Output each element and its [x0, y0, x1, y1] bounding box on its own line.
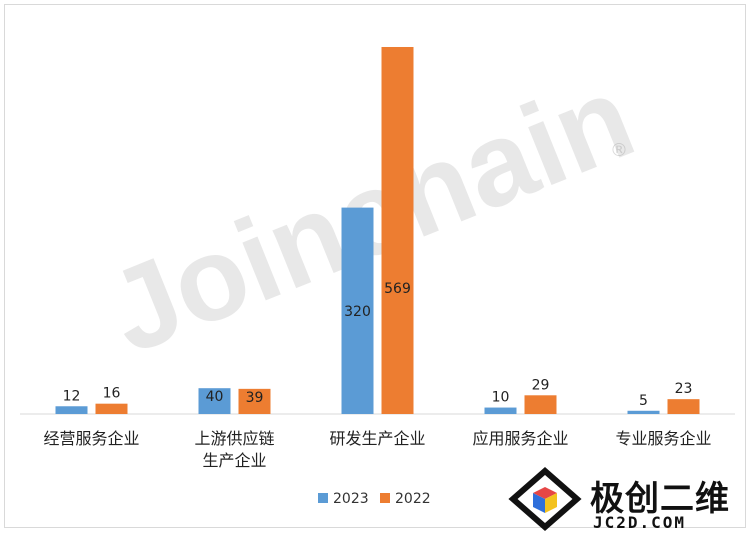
data-label-2022-4: 23 — [675, 381, 693, 397]
data-label-2022-1: 39 — [246, 390, 264, 406]
data-label-2023-3: 10 — [492, 390, 510, 406]
legend-swatch-2023 — [318, 493, 328, 503]
x-tick-label-3: 应用服务企业 — [472, 429, 568, 448]
cube-logo-icon — [508, 467, 582, 531]
bar-2023-2 — [341, 207, 374, 414]
x-tick-label-1-line1: 生产企业 — [202, 451, 266, 470]
x-tick-label-1-line0: 上游供应链 — [194, 429, 274, 448]
legend-swatch-2022 — [380, 493, 390, 503]
brand-watermark: 极创二维 JC2D.COM — [505, 463, 750, 533]
data-label-2022-0: 16 — [103, 386, 121, 402]
legend-label-2023: 2023 — [333, 491, 369, 507]
data-label-2022-2: 569 — [384, 281, 411, 297]
bar-2022-0 — [95, 403, 128, 414]
bar-2023-3 — [484, 407, 517, 414]
chart-frame — [4, 4, 746, 528]
legend-label-2022: 2022 — [395, 491, 431, 507]
data-label-2023-4: 5 — [639, 393, 648, 409]
x-tick-label-0: 经营服务企业 — [43, 429, 139, 448]
brand-name: 极创二维 — [590, 479, 730, 519]
bar-2023-1 — [198, 388, 231, 414]
x-tick-label-2: 研发生产企业 — [329, 429, 425, 448]
bar-2023-0 — [55, 406, 88, 414]
bar-2022-4 — [667, 399, 700, 414]
bar-2023-4 — [627, 410, 660, 414]
data-label-2023-2: 320 — [344, 304, 371, 320]
x-tick-label-4: 专业服务企业 — [615, 429, 711, 448]
bar-2022-2 — [381, 46, 414, 415]
bar-2022-3 — [524, 395, 557, 414]
registered-mark: ® — [610, 140, 628, 161]
bar-2022-1 — [238, 388, 271, 414]
data-label-2023-0: 12 — [63, 388, 81, 404]
brand-url: JC2D.COM — [593, 513, 687, 532]
data-label-2023-1: 40 — [206, 389, 224, 405]
data-label-2022-3: 29 — [532, 377, 550, 393]
